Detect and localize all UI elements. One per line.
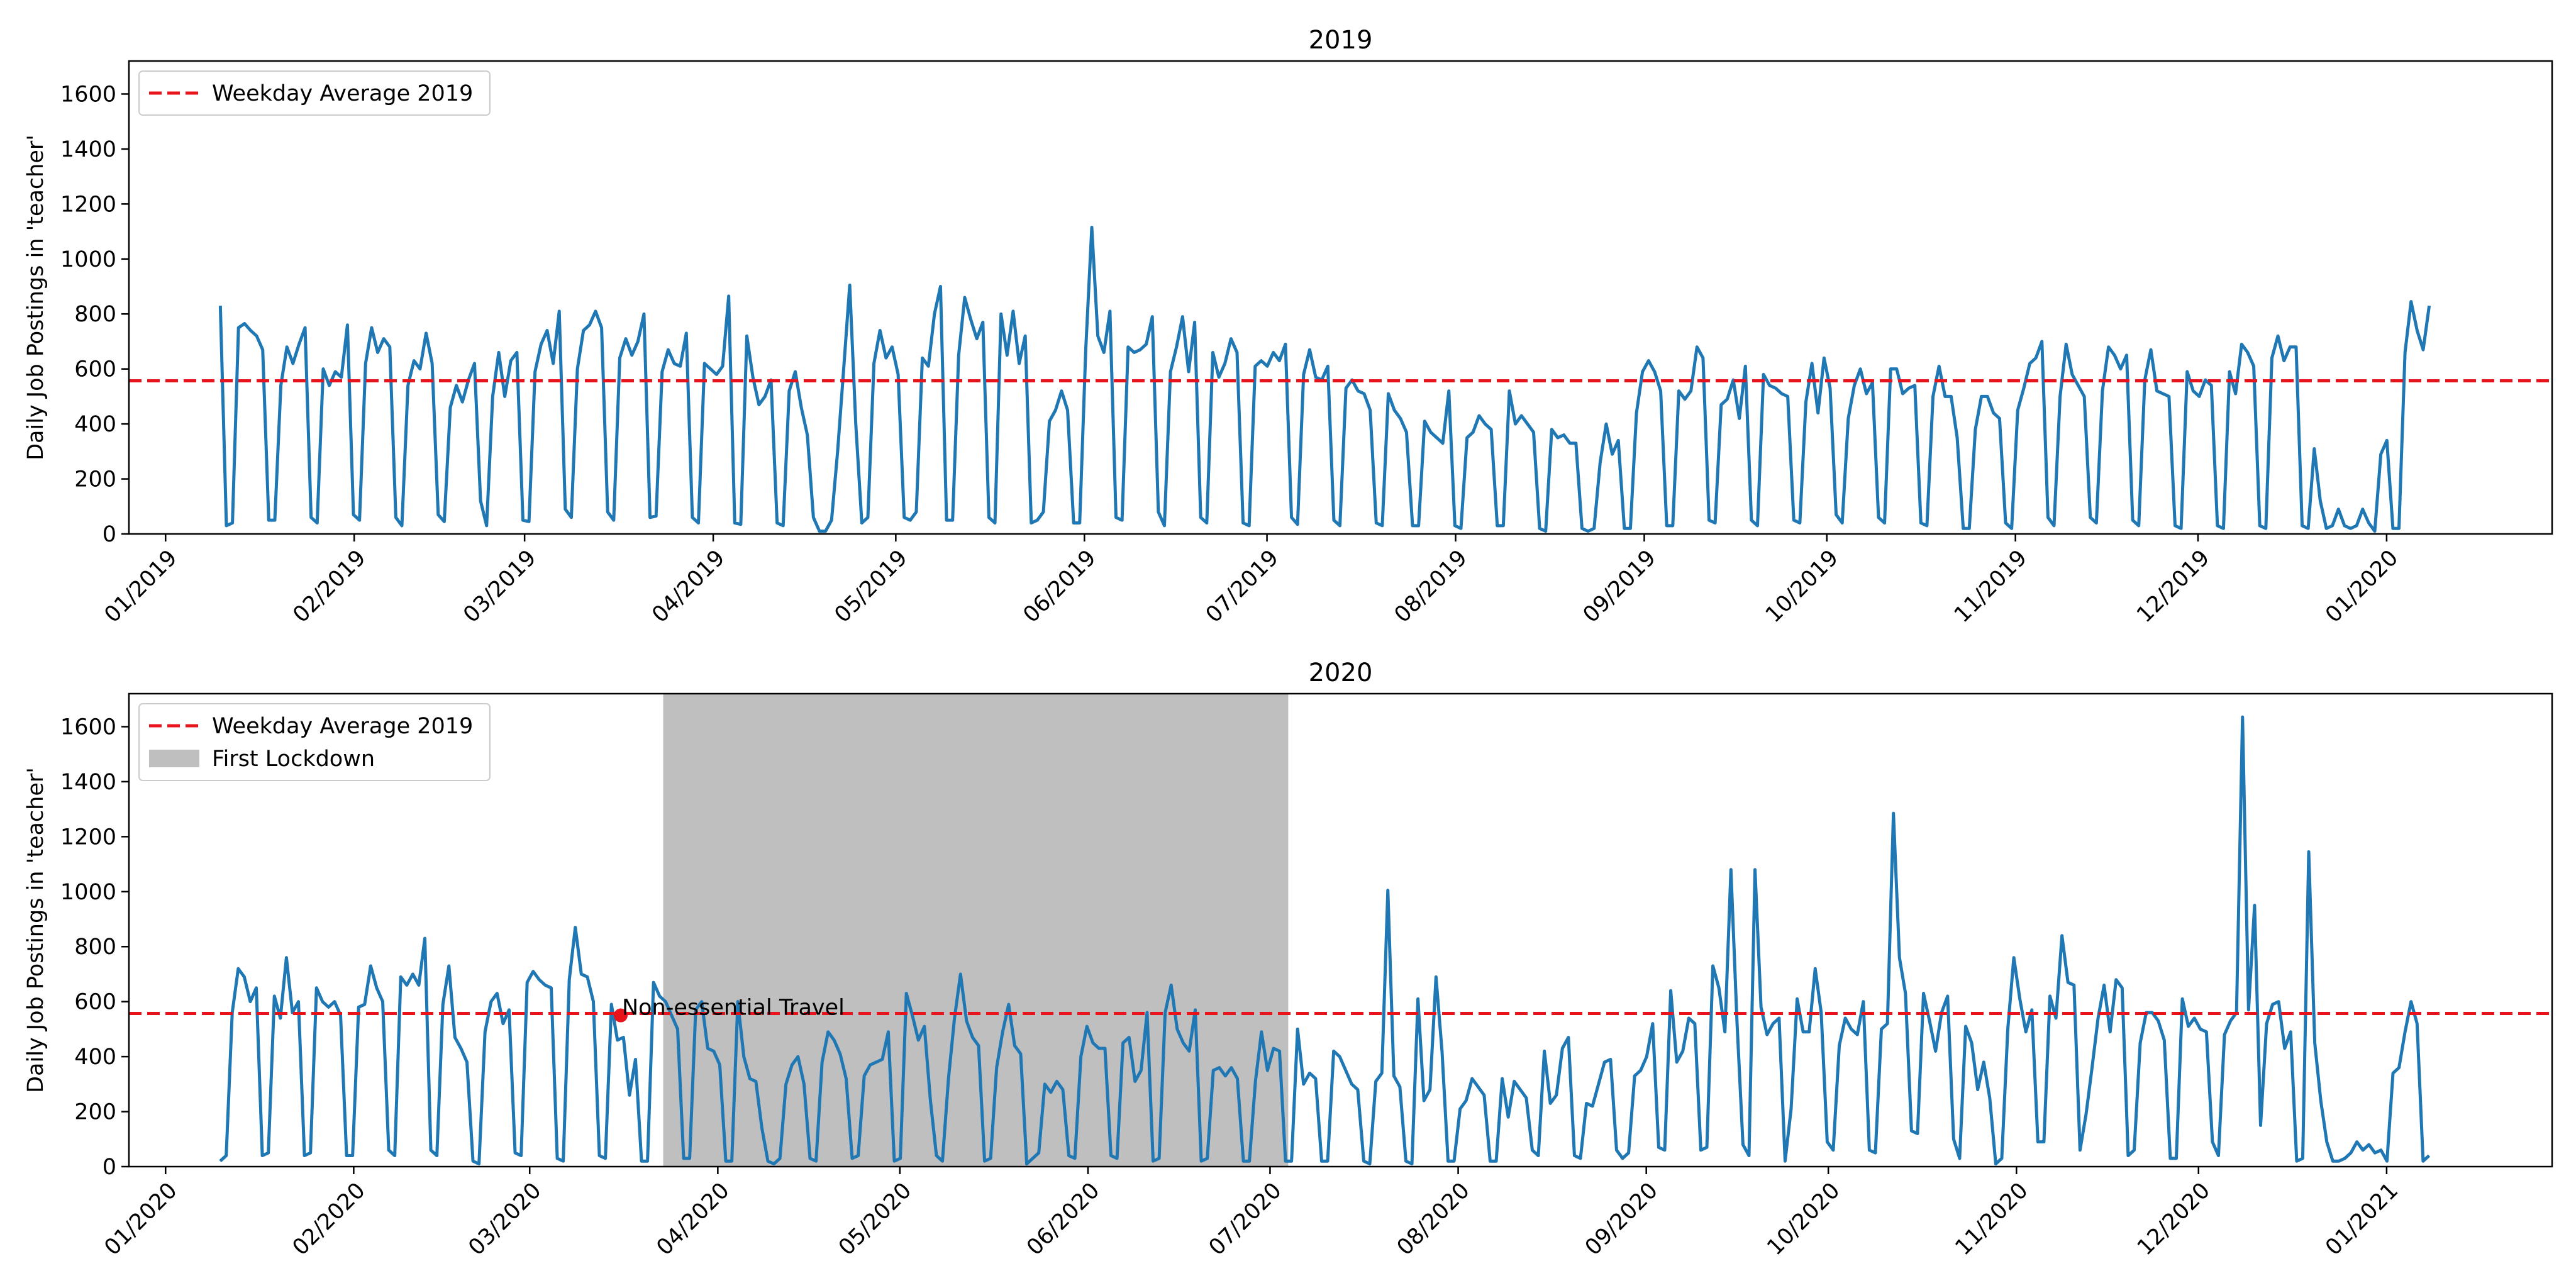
y-tick-label: 1200 (60, 824, 116, 850)
x-tick-label: 08/2019 (1390, 545, 1472, 628)
y-tick-label: 1400 (60, 770, 116, 795)
x-tick-label: 07/2020 (1204, 1178, 1287, 1260)
x-tick-label: 05/2020 (834, 1178, 916, 1260)
y-tick-label: 1000 (60, 880, 116, 905)
x-tick-label: 09/2019 (1579, 545, 1661, 628)
x-tick-label: 02/2020 (288, 1178, 370, 1260)
y-axis-label: Daily Job Postings in 'teacher' (23, 767, 48, 1093)
y-tick-label: 400 (74, 412, 116, 437)
y-tick-label: 1200 (60, 192, 116, 217)
legend-box (138, 703, 491, 781)
x-tick-label: 10/2019 (1761, 545, 1843, 628)
y-tick-label: 0 (103, 522, 116, 547)
plot-frame (128, 60, 2553, 535)
x-tick-label: 12/2019 (2132, 545, 2214, 628)
x-tick-label: 06/2020 (1022, 1178, 1104, 1260)
y-tick-label: 1600 (60, 82, 116, 107)
annotation-label: Non-essential Travel (622, 996, 845, 1021)
legend-label: First Lockdown (212, 747, 375, 772)
x-tick-label: 12/2020 (2133, 1178, 2215, 1260)
y-tick-label: 800 (74, 935, 116, 960)
legend-label: Weekday Average 2019 (212, 81, 473, 106)
x-tick-label: 04/2020 (652, 1178, 735, 1260)
y-tick-label: 800 (74, 302, 116, 327)
x-tick-label: 09/2020 (1580, 1178, 1663, 1260)
x-tick-label: 11/2020 (1951, 1178, 2033, 1260)
x-tick-label: 01/2021 (2321, 1178, 2403, 1260)
y-tick-label: 1400 (60, 137, 116, 162)
y-tick-label: 0 (103, 1155, 116, 1180)
legend-swatch-patch (149, 750, 199, 767)
plot-frame (128, 692, 2553, 1168)
y-tick-label: 600 (74, 990, 116, 1015)
x-tick-label: 01/2020 (100, 1178, 182, 1260)
x-tick-label: 07/2019 (1201, 545, 1284, 628)
chart-title: 2020 (1309, 658, 1373, 687)
y-tick-label: 1000 (60, 247, 116, 272)
chart-panel-2020: 2020 Non-essential Travel 0 200 400 600 800 100… (23, 658, 2553, 1260)
y-tick-label: 600 (74, 357, 116, 382)
x-tick-label: 05/2019 (830, 545, 913, 628)
x-tick-label: 01/2020 (2321, 545, 2403, 628)
x-tick-label: 06/2019 (1019, 545, 1101, 628)
x-tick-label: 04/2019 (647, 545, 730, 628)
y-tick-label: 400 (74, 1045, 116, 1070)
chart-panel-2019: 2019 0 200 400 600 800 1000 1200 1400 1600 01/2019… (23, 26, 2553, 628)
series-line-0 (219, 715, 2431, 1166)
x-tick-label: 02/2019 (288, 545, 370, 628)
y-axis-label: Daily Job Postings in 'teacher' (23, 135, 48, 460)
x-tick-label: 11/2019 (1950, 545, 2032, 628)
lockdown-shaded-region (663, 694, 1289, 1167)
x-tick-label: 01/2019 (100, 545, 182, 628)
annotation-marker (613, 1008, 628, 1023)
legend-box (138, 70, 491, 116)
x-tick-label: 03/2020 (464, 1178, 546, 1260)
x-tick-label: 10/2020 (1762, 1178, 1845, 1260)
y-tick-label: 1600 (60, 714, 116, 740)
series-line-0 (218, 226, 2431, 533)
x-tick-label: 03/2019 (458, 545, 541, 628)
chart-title: 2019 (1309, 26, 1373, 55)
y-tick-label: 200 (74, 1100, 116, 1125)
legend-label: Weekday Average 2019 (212, 714, 473, 739)
x-tick-label: 08/2020 (1392, 1178, 1475, 1260)
y-tick-label: 200 (74, 467, 116, 492)
